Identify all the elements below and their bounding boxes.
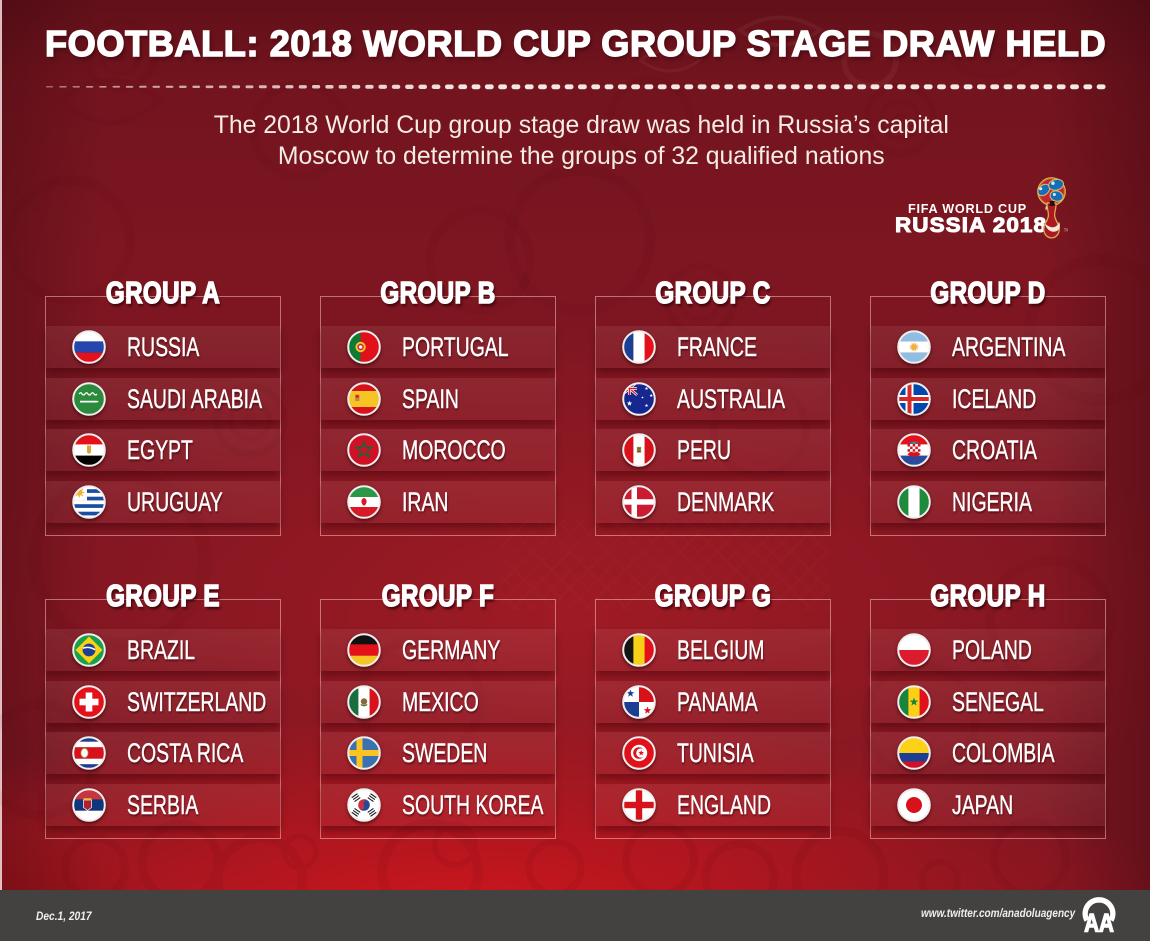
svg-text:A: A <box>1099 909 1114 937</box>
svg-text:A: A <box>1084 909 1099 937</box>
svg-text:TM: TM <box>1064 228 1068 233</box>
